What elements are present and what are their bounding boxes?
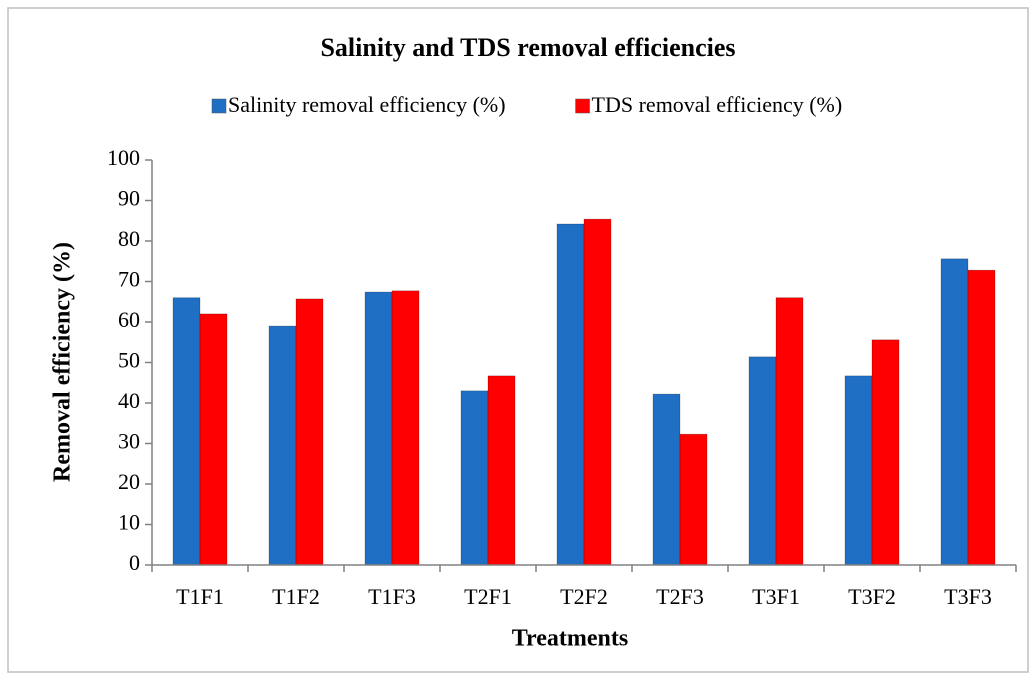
y-tick-label: 60 bbox=[118, 307, 140, 332]
bar bbox=[460, 390, 489, 566]
legend-swatch bbox=[211, 98, 227, 114]
bar bbox=[172, 297, 201, 566]
bar bbox=[775, 297, 804, 566]
x-axis-title: Treatments bbox=[512, 626, 628, 652]
x-tick-label: T2F3 bbox=[656, 584, 704, 609]
y-tick-label: 80 bbox=[118, 226, 140, 251]
bar bbox=[556, 223, 585, 566]
y-tick-label: 100 bbox=[107, 145, 140, 170]
x-tick-label: T1F1 bbox=[176, 584, 224, 609]
legend-swatch bbox=[575, 98, 590, 114]
x-tick-label: T2F2 bbox=[560, 584, 608, 609]
bar bbox=[583, 218, 612, 566]
y-tick-label: 70 bbox=[118, 267, 140, 292]
x-tick-label: T2F1 bbox=[464, 584, 512, 609]
x-tick-label: T3F3 bbox=[944, 584, 992, 609]
y-tick-label: 20 bbox=[118, 469, 140, 494]
bar bbox=[871, 339, 900, 566]
y-tick-label: 10 bbox=[118, 510, 140, 535]
x-tick-label: T3F2 bbox=[848, 584, 896, 609]
bar bbox=[679, 433, 708, 566]
chart-title: Salinity and TDS removal efficiencies bbox=[320, 33, 735, 62]
y-tick-label: 50 bbox=[118, 348, 140, 373]
y-tick-label: 90 bbox=[118, 186, 140, 211]
bar bbox=[364, 291, 393, 566]
bar bbox=[967, 269, 996, 566]
x-tick-label: T3F1 bbox=[752, 584, 800, 609]
bar bbox=[487, 375, 516, 566]
bar bbox=[652, 393, 681, 566]
bar bbox=[268, 325, 297, 566]
y-tick-label: 30 bbox=[118, 429, 140, 454]
x-tick-label: T1F3 bbox=[368, 584, 416, 609]
bar bbox=[391, 290, 420, 566]
bar bbox=[940, 258, 969, 566]
bar bbox=[295, 298, 324, 566]
y-axis-title: Removal efficiency (%) bbox=[50, 242, 76, 482]
legend-label: TDS removal efficiency (%) bbox=[592, 92, 843, 117]
x-tick-label: T1F2 bbox=[272, 584, 320, 609]
bar bbox=[748, 356, 777, 566]
y-tick-label: 40 bbox=[118, 388, 140, 413]
y-tick-label: 0 bbox=[129, 550, 140, 575]
bar bbox=[844, 375, 873, 566]
legend-label: Salinity removal efficiency (%) bbox=[228, 92, 506, 117]
bar bbox=[199, 313, 228, 566]
